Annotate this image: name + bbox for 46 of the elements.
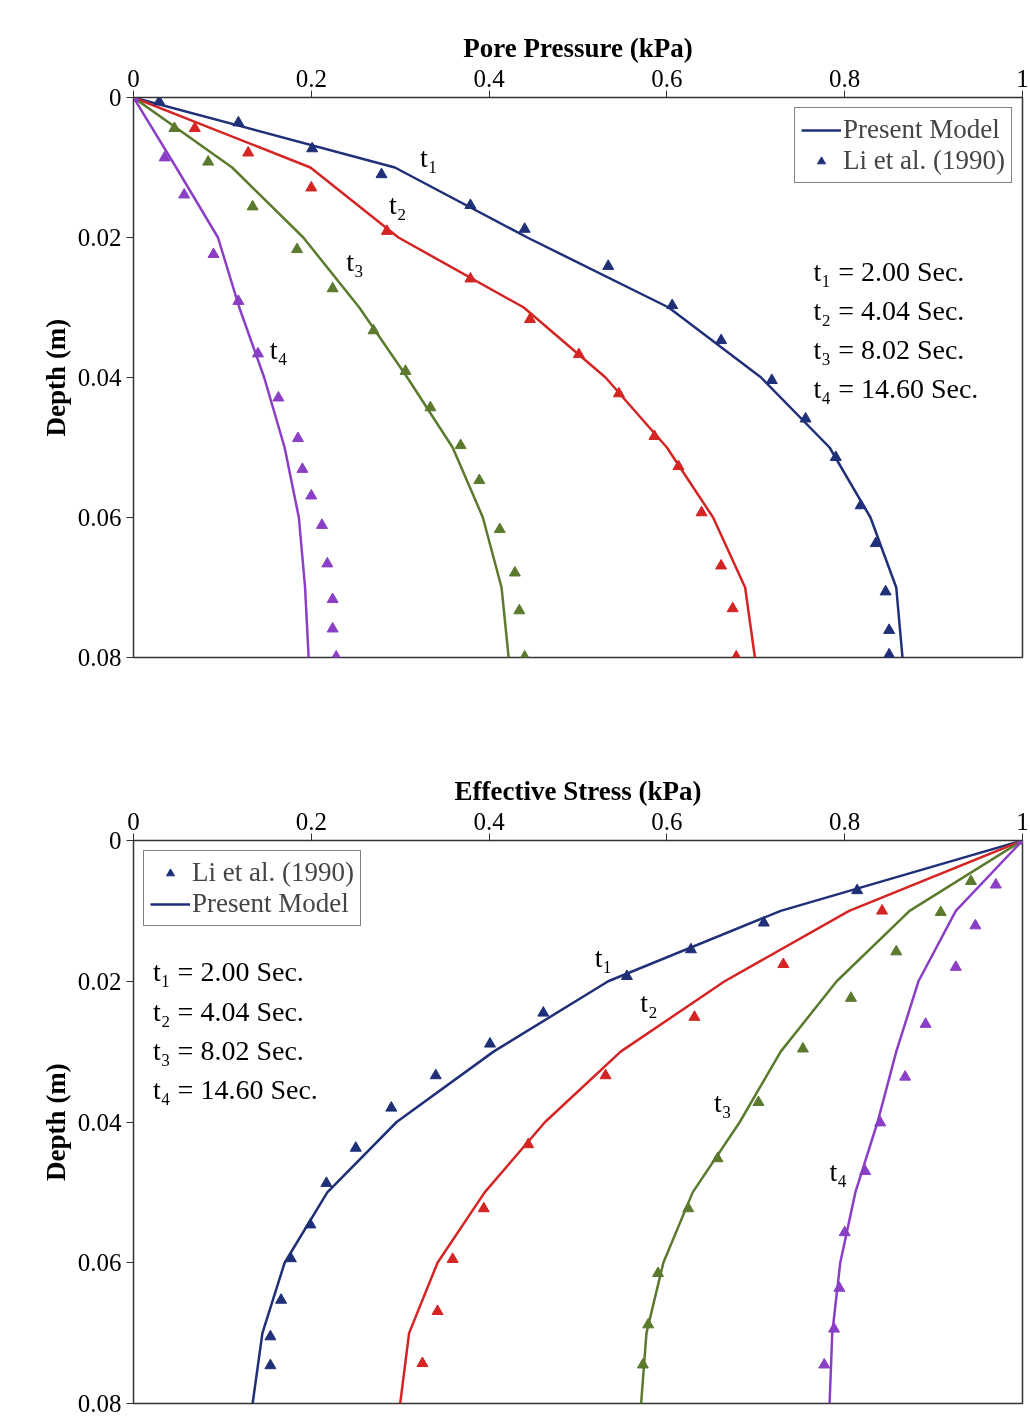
x-tick-label: 0.8 [829, 807, 861, 835]
annotation: t₃ [346, 246, 364, 277]
y-tick-label: 0 [109, 827, 122, 854]
y-tick-label: 0.06 [77, 1249, 122, 1277]
x-tick-label: 0.6 [651, 807, 683, 835]
annotation: t₁ [594, 942, 613, 974]
x-tick-label: 0.6 [651, 64, 683, 92]
legend-label: Li et al. (1990) [843, 145, 1005, 176]
x-tick-label: 0 [127, 807, 140, 835]
y-axis-title: Depth (m) [40, 318, 71, 437]
x-tick-label: 0.4 [473, 64, 506, 92]
y-axis-title: Depth (m) [40, 1063, 71, 1181]
annotation: t₁ = 2.00 Sec. [813, 255, 965, 287]
annotation: t₄ [269, 334, 288, 366]
annotation: t₁ = 2.00 Sec. [153, 956, 304, 988]
x-tick-label: 1 [1016, 807, 1029, 835]
annotation: t₄ = 14.60 Sec. [813, 373, 979, 405]
y-tick-label: 0.06 [77, 504, 122, 531]
x-axis-title: Effective Stress (kPa) [454, 775, 702, 806]
x-tick-label: 0.8 [829, 64, 861, 92]
annotation: t₃ = 8.02 Sec. [813, 334, 965, 365]
x-tick-label: 1 [1016, 64, 1029, 92]
annotation: t₃ [713, 1087, 732, 1119]
annotation: t₃ = 8.02 Sec. [153, 1035, 304, 1066]
y-tick-label: 0.04 [77, 364, 122, 391]
annotation: t₄ = 14.60 Sec. [153, 1074, 318, 1106]
x-tick-label: 0.2 [295, 64, 327, 92]
legend-label: Li et al. (1990) [192, 857, 354, 888]
x-tick-label: 0.4 [473, 807, 506, 835]
y-tick-label: 0.08 [77, 1390, 122, 1417]
y-tick-label: 0.08 [77, 644, 122, 671]
y-tick-label: 0.04 [77, 1108, 122, 1136]
annotation: t₂ = 4.04 Sec. [153, 995, 304, 1027]
annotation: t₂ [640, 987, 658, 1019]
y-tick-label: 0.02 [77, 967, 122, 995]
x-tick-label: 0.2 [295, 807, 327, 835]
legend-label: Present Model [192, 888, 349, 919]
annotation: t₂ [388, 189, 407, 221]
annotation: t₂ = 4.04 Sec. [813, 294, 965, 326]
legend-label: Present Model [843, 114, 1000, 145]
y-tick-label: 0 [109, 84, 122, 111]
x-tick-label: 0 [127, 64, 140, 92]
y-tick-label: 0.02 [77, 224, 122, 251]
x-axis-title: Pore Pressure (kPa) [463, 32, 693, 63]
annotation: t₄ [829, 1156, 848, 1188]
annotation: t₁ [420, 142, 438, 174]
